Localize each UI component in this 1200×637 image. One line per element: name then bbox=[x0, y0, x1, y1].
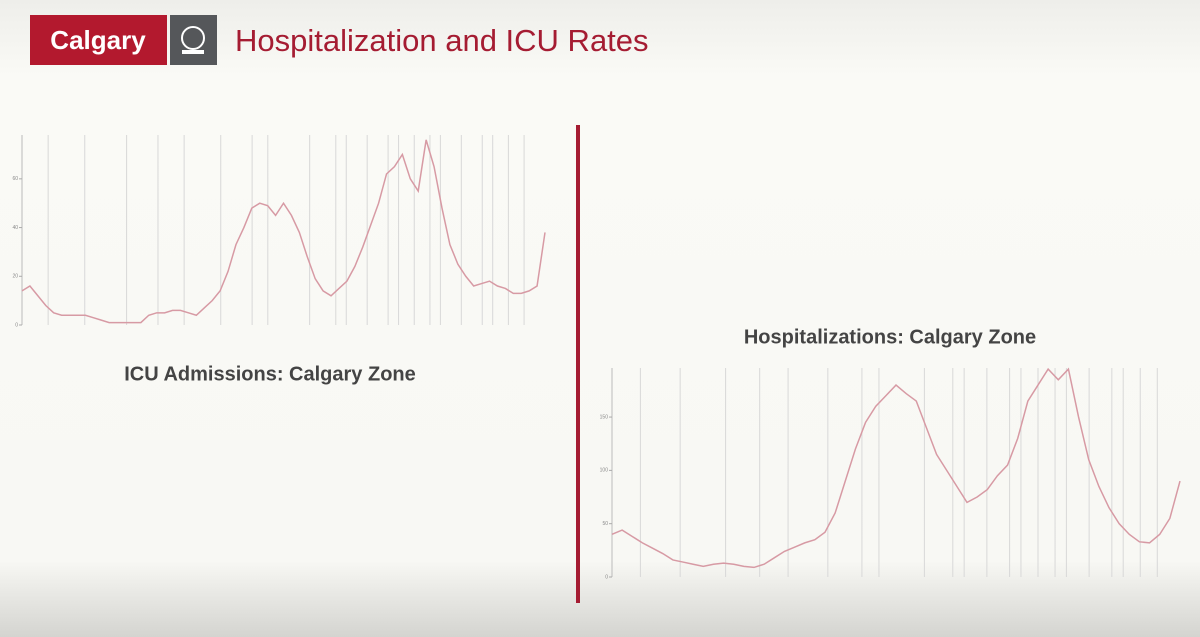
y-tick-label: 60 bbox=[12, 176, 18, 182]
slide-title: Hospitalization and ICU Rates bbox=[235, 23, 649, 58]
y-tick-label: 0 bbox=[15, 322, 18, 328]
logo-text: Calgary bbox=[50, 25, 146, 55]
logo-box bbox=[30, 15, 167, 65]
y-tick-label: 0 bbox=[605, 574, 608, 580]
y-tick-label: 150 bbox=[600, 414, 609, 420]
chart-title: ICU Admissions: Calgary Zone bbox=[124, 363, 416, 385]
y-tick-label: 20 bbox=[12, 274, 18, 280]
data-line bbox=[21, 139, 546, 324]
data-line bbox=[611, 367, 1181, 569]
y-tick-label: 100 bbox=[600, 468, 609, 474]
emblem-base bbox=[182, 50, 204, 54]
y-tick-label: 50 bbox=[602, 521, 608, 527]
y-tick-label: 40 bbox=[12, 225, 18, 231]
chart-title: Hospitalizations: Calgary Zone bbox=[744, 326, 1036, 348]
emblem bbox=[181, 26, 205, 50]
emblem-box bbox=[170, 15, 217, 65]
